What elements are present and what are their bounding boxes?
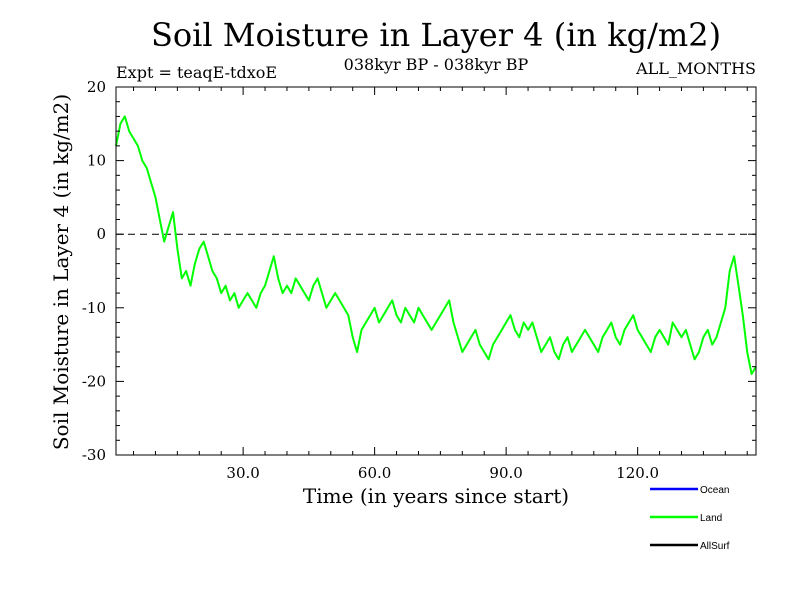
chart-subtitle-right: ALL_MONTHS <box>635 59 756 78</box>
chart-subtitle-center: 038kyr BP - 038kyr BP <box>344 55 529 74</box>
y-tick-label: -20 <box>82 372 106 390</box>
x-tick-label: 30.0 <box>226 464 259 482</box>
legend-label-ocean: Ocean <box>700 485 729 496</box>
x-tick-label: 120.0 <box>616 464 659 482</box>
plot-layer: -30 -20 -10 0 10 20 30.0 60.0 90.0 120.0 <box>82 78 757 482</box>
chart-title: Soil Moisture in Layer 4 (in kg/m2) <box>151 16 721 54</box>
y-tick-label: -30 <box>82 446 106 464</box>
y-tick-label: 20 <box>87 78 106 96</box>
legend-label-allsurf: AllSurf <box>700 541 730 552</box>
legend-label-land: Land <box>700 513 722 524</box>
x-axis-label: Time (in years since start) <box>303 484 569 508</box>
chart-subtitle-left: Expt = teaqE-tdxoE <box>116 63 277 82</box>
x-tick-label: 90.0 <box>489 464 522 482</box>
y-axis-label: Soil Moisture in Layer 4 (in kg/m2) <box>49 94 73 450</box>
plot-frame <box>115 86 757 456</box>
y-tick-label: 10 <box>87 152 106 170</box>
x-tick-label: 60.0 <box>358 464 391 482</box>
y-tick-label: 0 <box>96 225 106 243</box>
legend: Ocean Land AllSurf <box>650 485 730 552</box>
y-tick-label: -10 <box>82 299 106 317</box>
series-line-land <box>115 115 757 375</box>
